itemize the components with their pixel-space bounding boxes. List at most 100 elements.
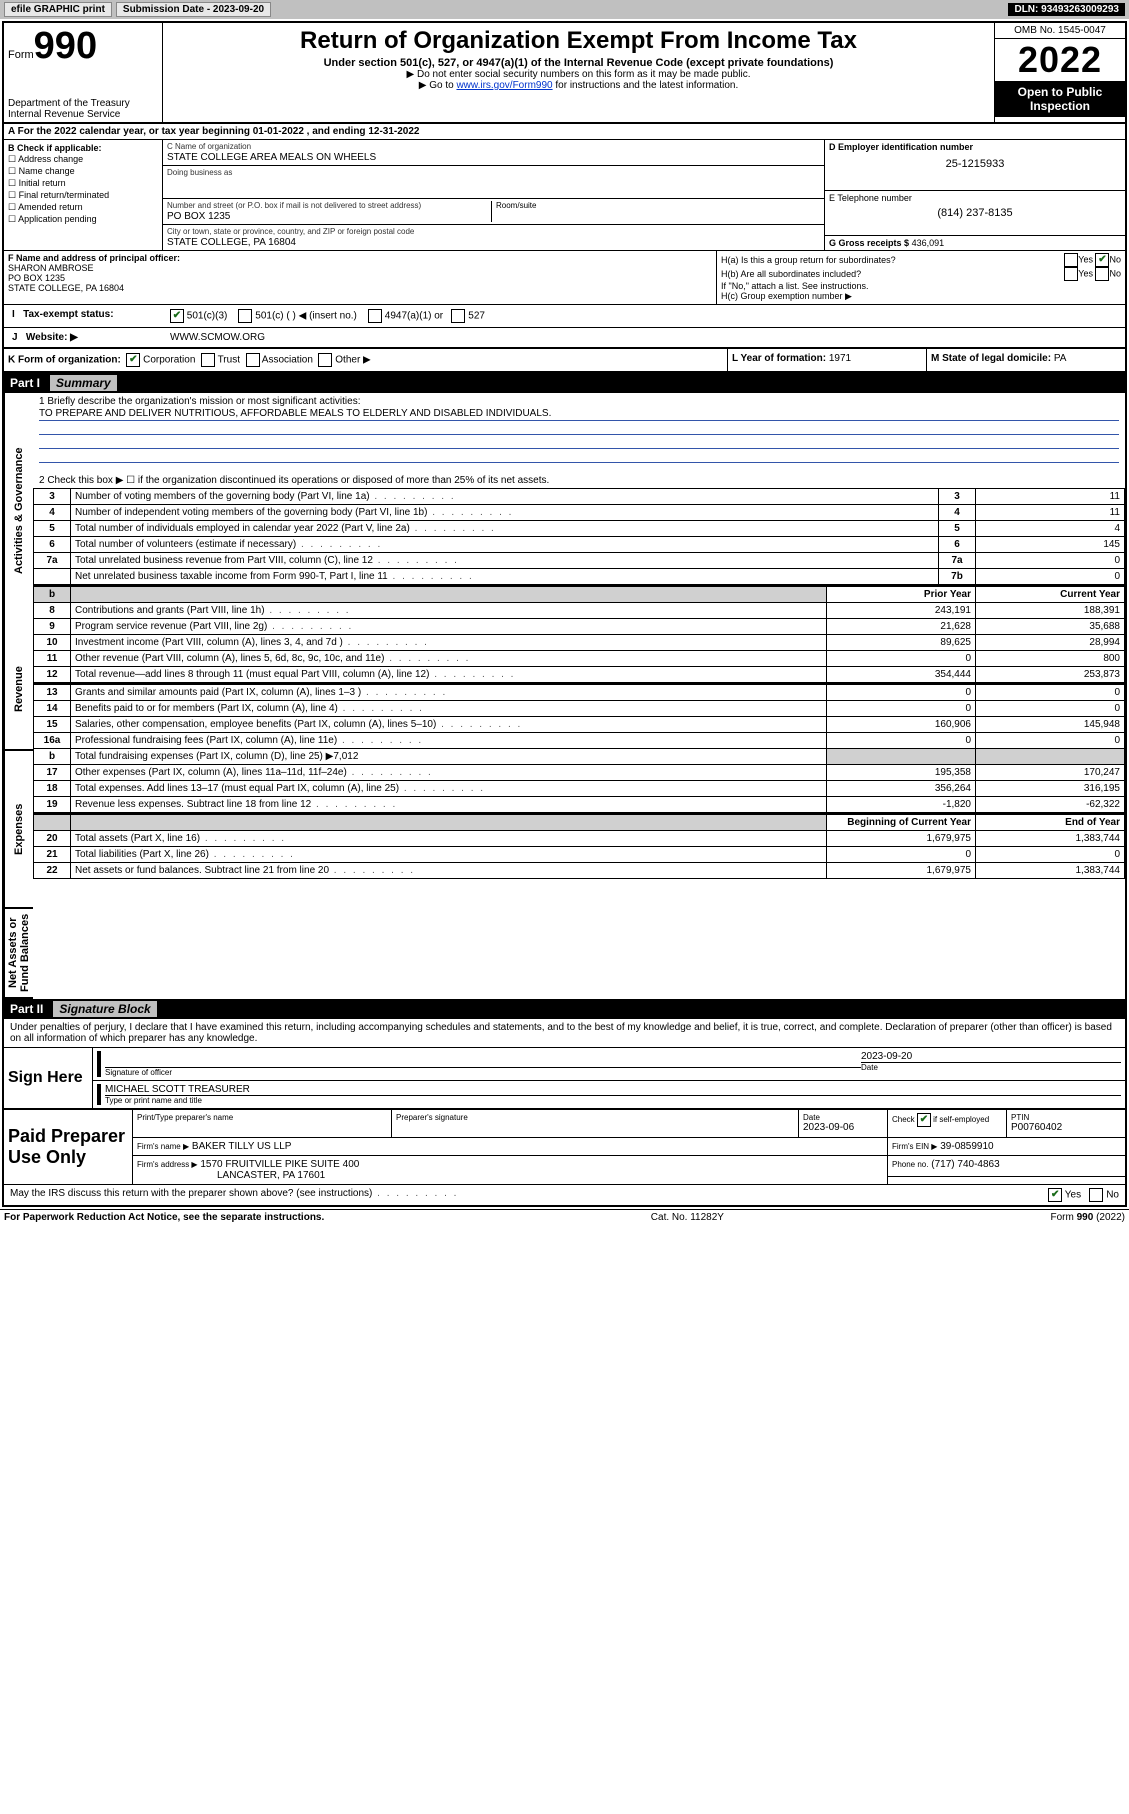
- b-cell: b: [34, 586, 71, 603]
- note2-pre: ▶ Go to: [419, 80, 457, 91]
- yes-label2: Yes: [1078, 268, 1093, 278]
- i-527[interactable]: [451, 309, 465, 323]
- pra-notice: For Paperwork Reduction Act Notice, see …: [4, 1212, 324, 1223]
- k-label: K Form of organization:: [8, 355, 121, 366]
- table-row: 7aTotal unrelated business revenue from …: [34, 553, 1125, 569]
- col-deg: D Employer identification number 25-1215…: [824, 140, 1125, 250]
- header-right: OMB No. 1545-0047 2022 Open to Public In…: [994, 23, 1125, 122]
- part2-header: Part II Signature Block: [4, 999, 1125, 1019]
- chk-address-change[interactable]: Address change: [8, 154, 158, 165]
- firm-addr2: LANCASTER, PA 17601: [217, 1170, 883, 1181]
- section-bcdefg: B Check if applicable: Address change Na…: [4, 140, 1125, 251]
- yes-label: Yes: [1078, 254, 1093, 264]
- paid-preparer-label: Paid Preparer Use Only: [8, 1126, 128, 1168]
- irs-link[interactable]: www.irs.gov/Form990: [456, 80, 552, 91]
- hb-no[interactable]: [1095, 267, 1109, 281]
- discuss-yes-label: Yes: [1065, 1190, 1081, 1201]
- i-opt0: 501(c)(3): [187, 311, 228, 322]
- part2-declaration: Under penalties of perjury, I declare th…: [4, 1019, 1125, 1047]
- row-klm: K Form of organization: Corporation Trus…: [4, 348, 1125, 373]
- hb-yes[interactable]: [1064, 267, 1078, 281]
- form-note1: ▶ Do not enter social security numbers o…: [167, 69, 990, 80]
- f-label: F Name and address of principal officer:: [8, 253, 712, 263]
- officer-name: MICHAEL SCOTT TREASURER: [105, 1084, 1121, 1095]
- form-note2: ▶ Go to www.irs.gov/Form990 for instruct…: [167, 80, 990, 91]
- self-employed-chk[interactable]: [917, 1113, 931, 1127]
- chk-final-return[interactable]: Final return/terminated: [8, 190, 158, 201]
- k-opt0: Corporation: [143, 355, 195, 366]
- i-501c3[interactable]: [170, 309, 184, 323]
- i-opt3: 527: [468, 311, 485, 322]
- top-toolbar: efile GRAPHIC print Submission Date - 20…: [0, 0, 1129, 19]
- firm-phone: (717) 740-4863: [931, 1159, 999, 1170]
- firm-phone-label: Phone no.: [892, 1160, 928, 1169]
- officer-sig-line[interactable]: [105, 1051, 861, 1068]
- chk-initial-return[interactable]: Initial return: [8, 178, 158, 189]
- efile-button[interactable]: efile GRAPHIC print: [4, 2, 112, 17]
- mission-blank2: [39, 436, 1119, 449]
- l-val: 1971: [829, 353, 851, 364]
- note2-post: for instructions and the latest informat…: [553, 80, 739, 91]
- prior-year-header: Prior Year: [827, 586, 976, 603]
- m-label: M State of legal domicile:: [931, 353, 1051, 364]
- na-table: Beginning of Current Year End of Year 20…: [33, 813, 1125, 879]
- table-row: 21Total liabilities (Part X, line 26)00: [34, 847, 1125, 863]
- c-name-label: C Name of organization: [167, 142, 820, 151]
- form-title: Return of Organization Exempt From Incom…: [167, 27, 990, 55]
- chk-name-change[interactable]: Name change: [8, 166, 158, 177]
- e-phone-label: E Telephone number: [829, 193, 1121, 203]
- table-row: 12Total revenue—add lines 8 through 11 (…: [34, 667, 1125, 683]
- h-group: H(a) Is this a group return for subordin…: [717, 251, 1125, 304]
- part1-tag: Part I: [10, 376, 40, 390]
- eoy-header: End of Year: [976, 814, 1125, 831]
- part1-name: Summary: [50, 375, 117, 391]
- submission-date-button[interactable]: Submission Date - 2023-09-20: [116, 2, 271, 17]
- table-row: 15Salaries, other compensation, employee…: [34, 717, 1125, 733]
- i-501c[interactable]: [238, 309, 252, 323]
- discuss-label: May the IRS discuss this return with the…: [10, 1188, 372, 1199]
- boy-header: Beginning of Current Year: [827, 814, 976, 831]
- k-other[interactable]: [318, 353, 332, 367]
- form-number-block: Form990 Department of the Treasury Inter…: [4, 23, 163, 122]
- no-label: No: [1109, 254, 1121, 264]
- table-row: 11Other revenue (Part VIII, column (A), …: [34, 651, 1125, 667]
- dept-label: Department of the Treasury: [8, 98, 158, 109]
- ha-no[interactable]: [1095, 253, 1109, 267]
- c-room-label: Room/suite: [491, 201, 820, 222]
- ag-table: 3Number of voting members of the governi…: [33, 488, 1125, 585]
- mission-blank3: [39, 450, 1119, 463]
- prep-date: 2023-09-06: [803, 1122, 883, 1133]
- j-website: WWW.SCMOW.ORG: [166, 330, 1121, 345]
- current-year-header: Current Year: [976, 586, 1125, 603]
- part1-header: Part I Summary: [4, 373, 1125, 393]
- ha-yes[interactable]: [1064, 253, 1078, 267]
- mission-blank1: [39, 422, 1119, 435]
- no-label2: No: [1109, 268, 1121, 278]
- k-corp[interactable]: [126, 353, 140, 367]
- k-trust[interactable]: [201, 353, 215, 367]
- f-addr1: PO BOX 1235: [8, 273, 712, 283]
- table-row: 20Total assets (Part X, line 16)1,679,97…: [34, 831, 1125, 847]
- part1-body: Activities & Governance Revenue Expenses…: [4, 393, 1125, 999]
- table-row: 19Revenue less expenses. Subtract line 1…: [34, 797, 1125, 813]
- chk-amended-return[interactable]: Amended return: [8, 202, 158, 213]
- header-center: Return of Organization Exempt From Incom…: [163, 23, 994, 122]
- table-row: 13Grants and similar amounts paid (Part …: [34, 684, 1125, 701]
- f-officer: F Name and address of principal officer:…: [4, 251, 717, 304]
- ha-label: H(a) Is this a group return for subordin…: [721, 255, 896, 265]
- f-addr2: STATE COLLEGE, PA 16804: [8, 283, 712, 293]
- chk-application-pending[interactable]: Application pending: [8, 214, 158, 225]
- k-opt2: Association: [262, 355, 313, 366]
- rev-table: b Prior Year Current Year 8Contributions…: [33, 585, 1125, 683]
- g-gross-label: G Gross receipts $: [829, 238, 909, 248]
- form-ref: Form 990 (2022): [1051, 1212, 1125, 1223]
- firm-name: BAKER TILLY US LLP: [192, 1141, 292, 1152]
- k-assoc[interactable]: [246, 353, 260, 367]
- tax-year: 2022: [995, 39, 1125, 81]
- i-4947[interactable]: [368, 309, 382, 323]
- form-header: Form990 Department of the Treasury Inter…: [4, 23, 1125, 124]
- discuss-no[interactable]: [1089, 1188, 1103, 1202]
- col-c-org-info: C Name of organization STATE COLLEGE ARE…: [163, 140, 824, 250]
- c-org-name: STATE COLLEGE AREA MEALS ON WHEELS: [167, 152, 820, 163]
- discuss-yes[interactable]: [1048, 1188, 1062, 1202]
